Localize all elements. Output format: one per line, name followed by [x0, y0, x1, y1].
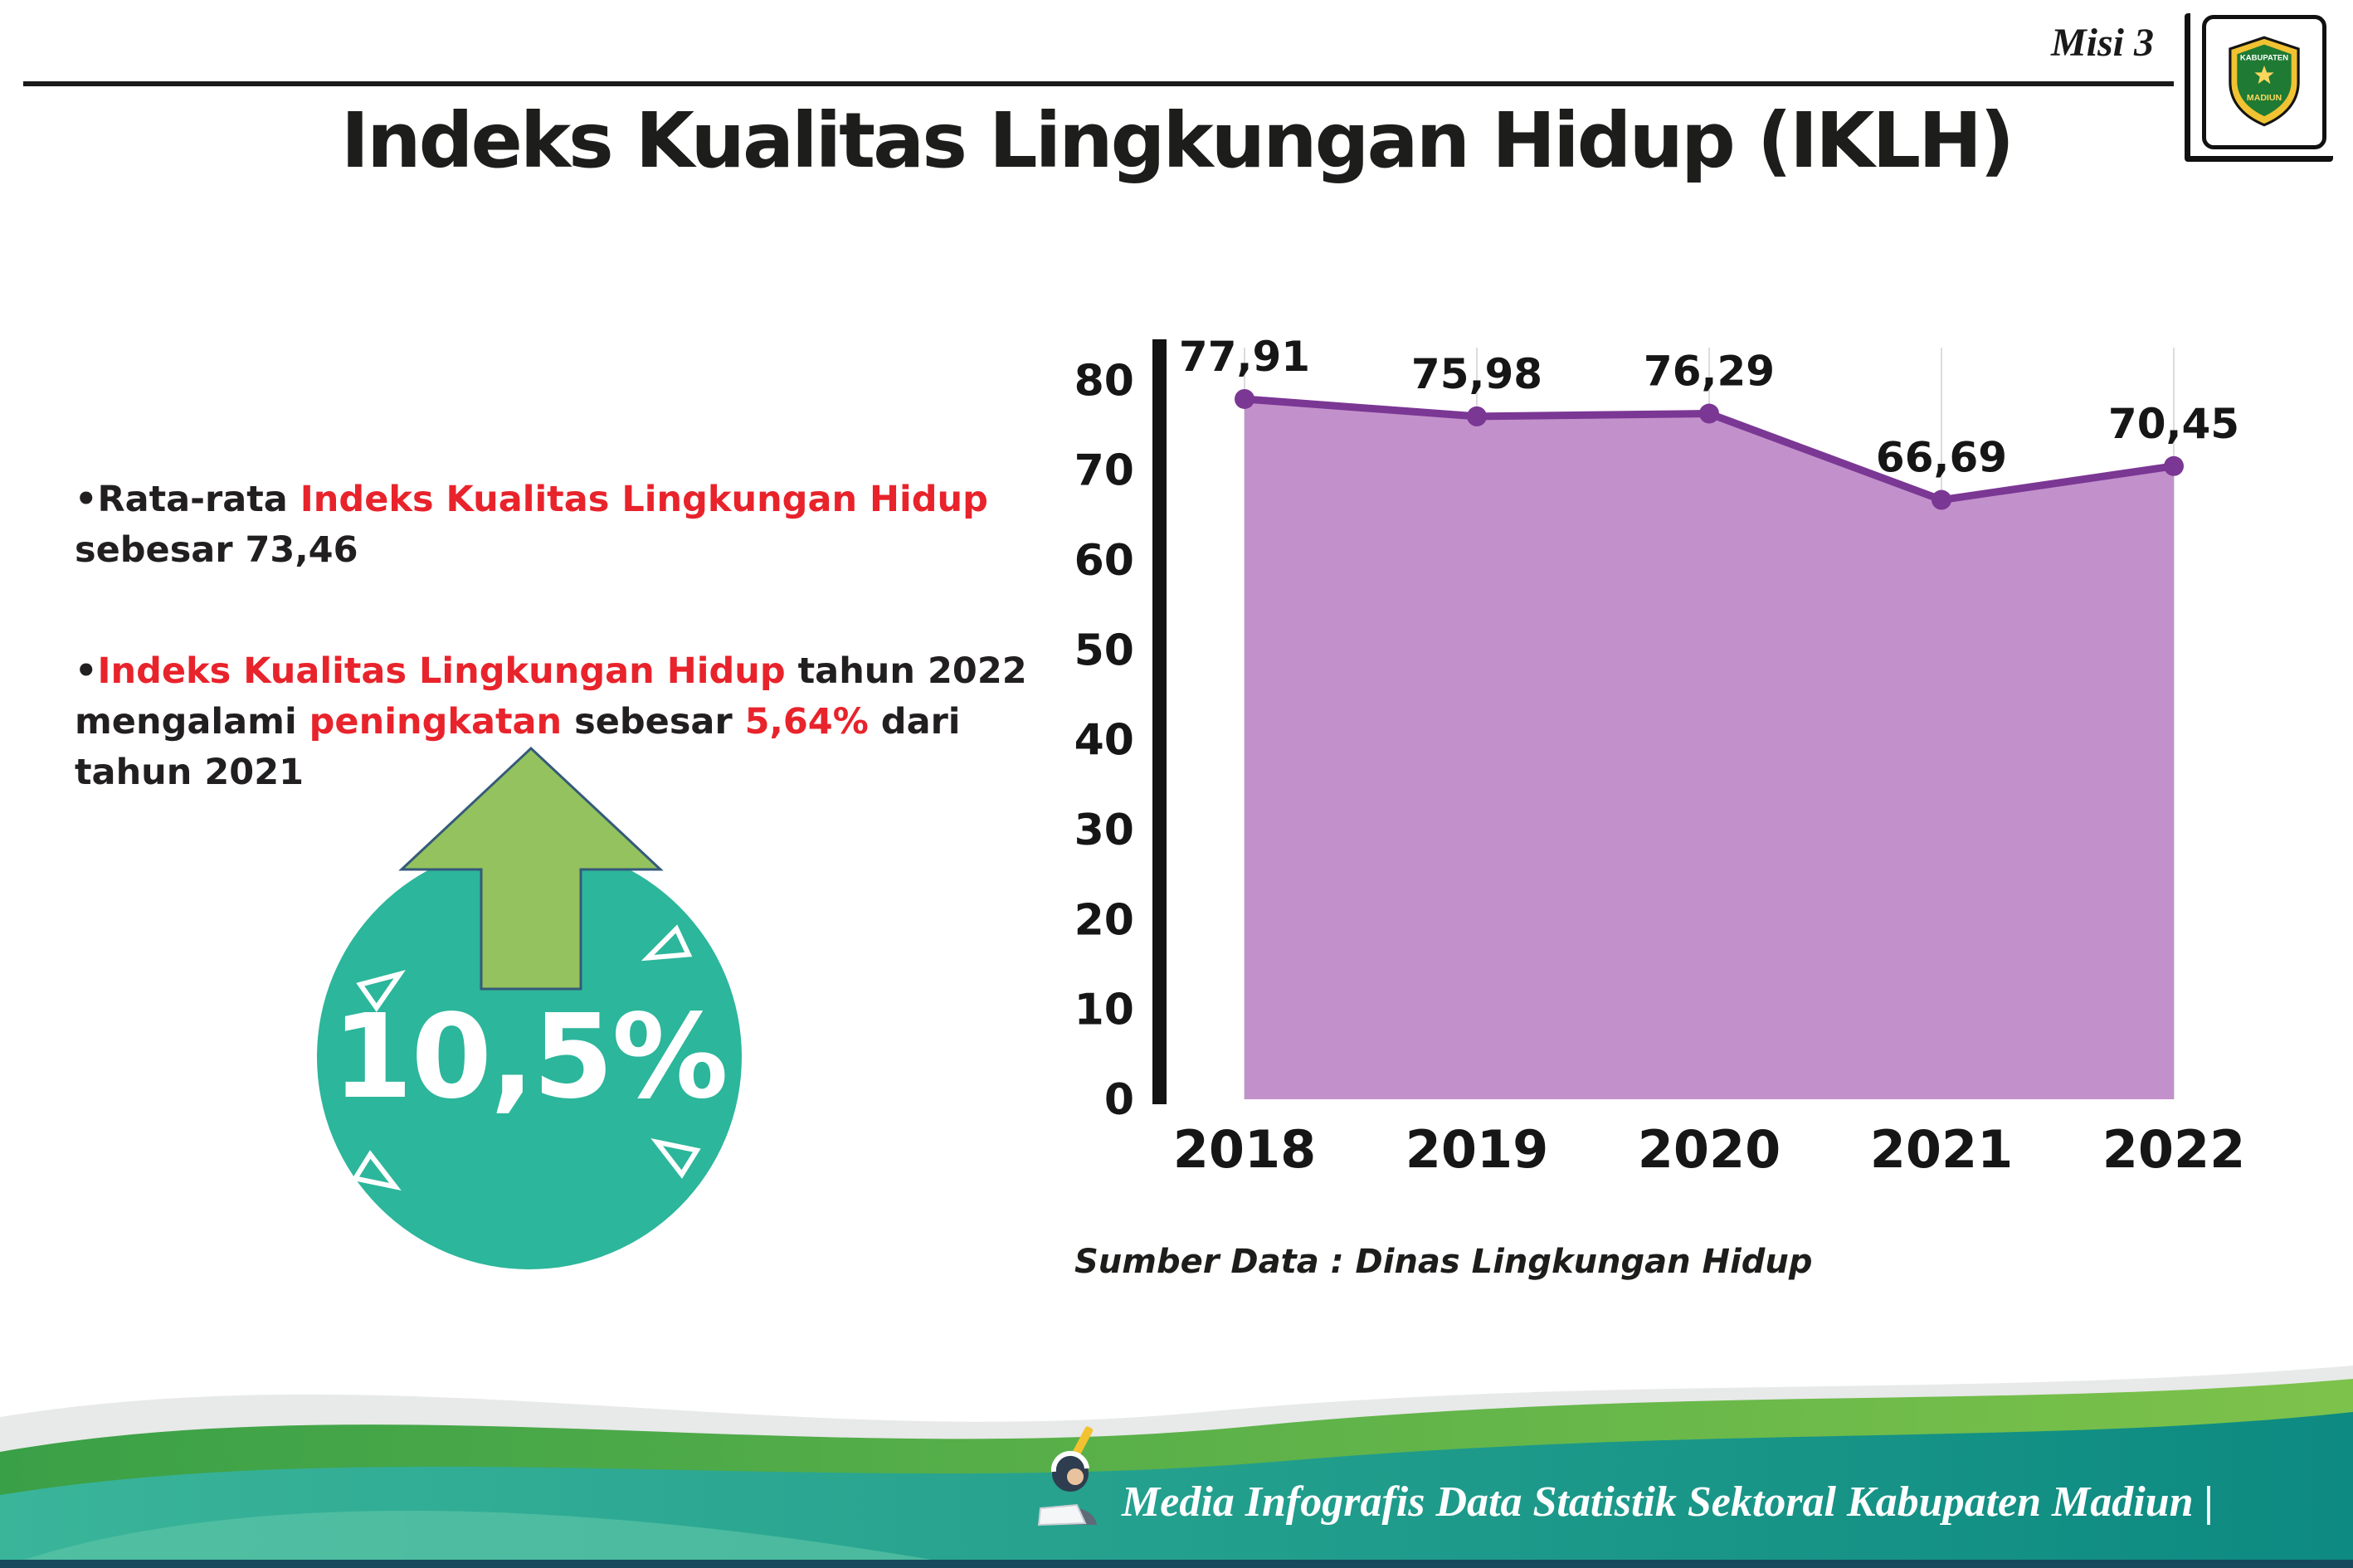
ytick-80: 80	[1074, 356, 1134, 406]
xtick-2022: 2022	[2102, 1119, 2246, 1180]
mascot-headband	[1050, 1450, 1089, 1473]
bullet1-highlight: Indeks Kualitas Lingkungan Hidup	[300, 479, 988, 520]
bullet2-highlight-2: peningkatan	[309, 701, 563, 743]
bullet2-dot: •	[75, 650, 98, 693]
xtick-2019: 2019	[1405, 1119, 1549, 1180]
laptop-icon	[1037, 1503, 1087, 1527]
y-axis	[1152, 339, 1167, 1104]
ytick-70: 70	[1074, 446, 1134, 496]
bullet2-highlight-1: Indeks Kualitas Lingkungan Hidup	[97, 650, 786, 693]
point-2021	[1932, 489, 1951, 510]
point-2022	[2164, 455, 2184, 476]
bullet2-text-3: sebesar	[562, 701, 745, 743]
ytick-50: 50	[1074, 626, 1134, 675]
ytick-0: 0	[1104, 1075, 1134, 1125]
arrow-up-shape	[398, 746, 664, 991]
footer-waves	[0, 1366, 2353, 1568]
arrow-up-icon	[398, 746, 664, 991]
star-icon	[2254, 65, 2274, 85]
logo-top-label: KABUPATEN	[2240, 54, 2288, 63]
shield-inner	[2237, 44, 2292, 117]
ytick-40: 40	[1074, 716, 1134, 766]
bullet1-text-1: •Rata-rata	[75, 479, 300, 520]
misi-label: Misi 3	[2050, 21, 2154, 65]
bullet1-text-2: sebesar 73,46	[75, 529, 358, 572]
logo-bottom-label: MADIUN	[2247, 93, 2282, 103]
footer-bottom-strip	[0, 1560, 2353, 1568]
value-label-2019: 75,98	[1411, 350, 1542, 398]
footer-caption: Media Infografis Data Statistik Sektoral…	[1122, 1478, 2214, 1526]
value-label-2018: 77,91	[1179, 333, 1310, 381]
tick-triangle-icon	[356, 970, 406, 1012]
xtick-2018: 2018	[1173, 1119, 1317, 1180]
tick-triangle-icon	[351, 1150, 402, 1191]
bullet2-text-5: tahun 2021	[75, 752, 304, 794]
page-title: Indeks Kualitas Lingkungan Hidup (IKLH)	[340, 96, 2014, 185]
bullet2-text-1: tahun 2022	[785, 650, 1027, 693]
xtick-2021: 2021	[1870, 1119, 2014, 1180]
logo-shield-icon: KABUPATEN MADIUN	[2229, 36, 2300, 127]
ytick-20: 20	[1074, 895, 1134, 945]
source-note: Sumber Data : Dinas Lingkungan Hidup	[1074, 1243, 1813, 1281]
tick-triangle-icon	[641, 924, 693, 962]
ytick-30: 30	[1074, 806, 1134, 855]
bullet-list: •Rata-rata Indeks Kualitas Lingkungan Hi…	[75, 475, 1120, 869]
mascot-icon	[1037, 1426, 1097, 1527]
value-label-2022: 70,45	[2108, 400, 2239, 448]
kabupaten-madiun-logo: KABUPATEN MADIUN	[2202, 15, 2326, 149]
increase-percentage: 10,5%	[332, 989, 728, 1125]
iklh-chart: 77,91 75,98 76,29 66,69 70,45 0 10 20 30 40 50 60 70…	[1029, 286, 2290, 1215]
xtick-2020: 2020	[1638, 1119, 1781, 1180]
logo-frame: KABUPATEN MADIUN	[2185, 13, 2333, 162]
wave-light-teal	[0, 1510, 979, 1568]
bullet-item-average: •Rata-rata Indeks Kualitas Lingkungan Hi…	[75, 475, 1120, 576]
point-2018	[1235, 388, 1254, 409]
value-label-2021: 66,69	[1876, 434, 2007, 482]
ytick-10: 10	[1074, 986, 1134, 1035]
point-2019	[1467, 406, 1487, 426]
bullet2-text-4: dari	[868, 701, 961, 743]
mascot-face	[1067, 1468, 1084, 1485]
iklh-chart-svg: 77,91 75,98 76,29 66,69 70,45 0 10 20 30 40 50 60 70…	[1074, 333, 2246, 1180]
value-label-2020: 76,29	[1644, 348, 1775, 396]
area-fill	[1245, 398, 2174, 1100]
bullet-item-increase: •Indeks Kualitas Lingkungan Hidup tahun …	[75, 646, 1120, 798]
bullet2-highlight-3: 5,64%	[744, 701, 869, 743]
point-2020	[1699, 403, 1719, 424]
ytick-60: 60	[1074, 536, 1134, 586]
badge-tick-marks	[351, 924, 701, 1191]
header-rule	[23, 81, 2174, 86]
bullet2-text-2: mengalami	[75, 701, 309, 743]
tick-triangle-icon	[650, 1138, 701, 1179]
